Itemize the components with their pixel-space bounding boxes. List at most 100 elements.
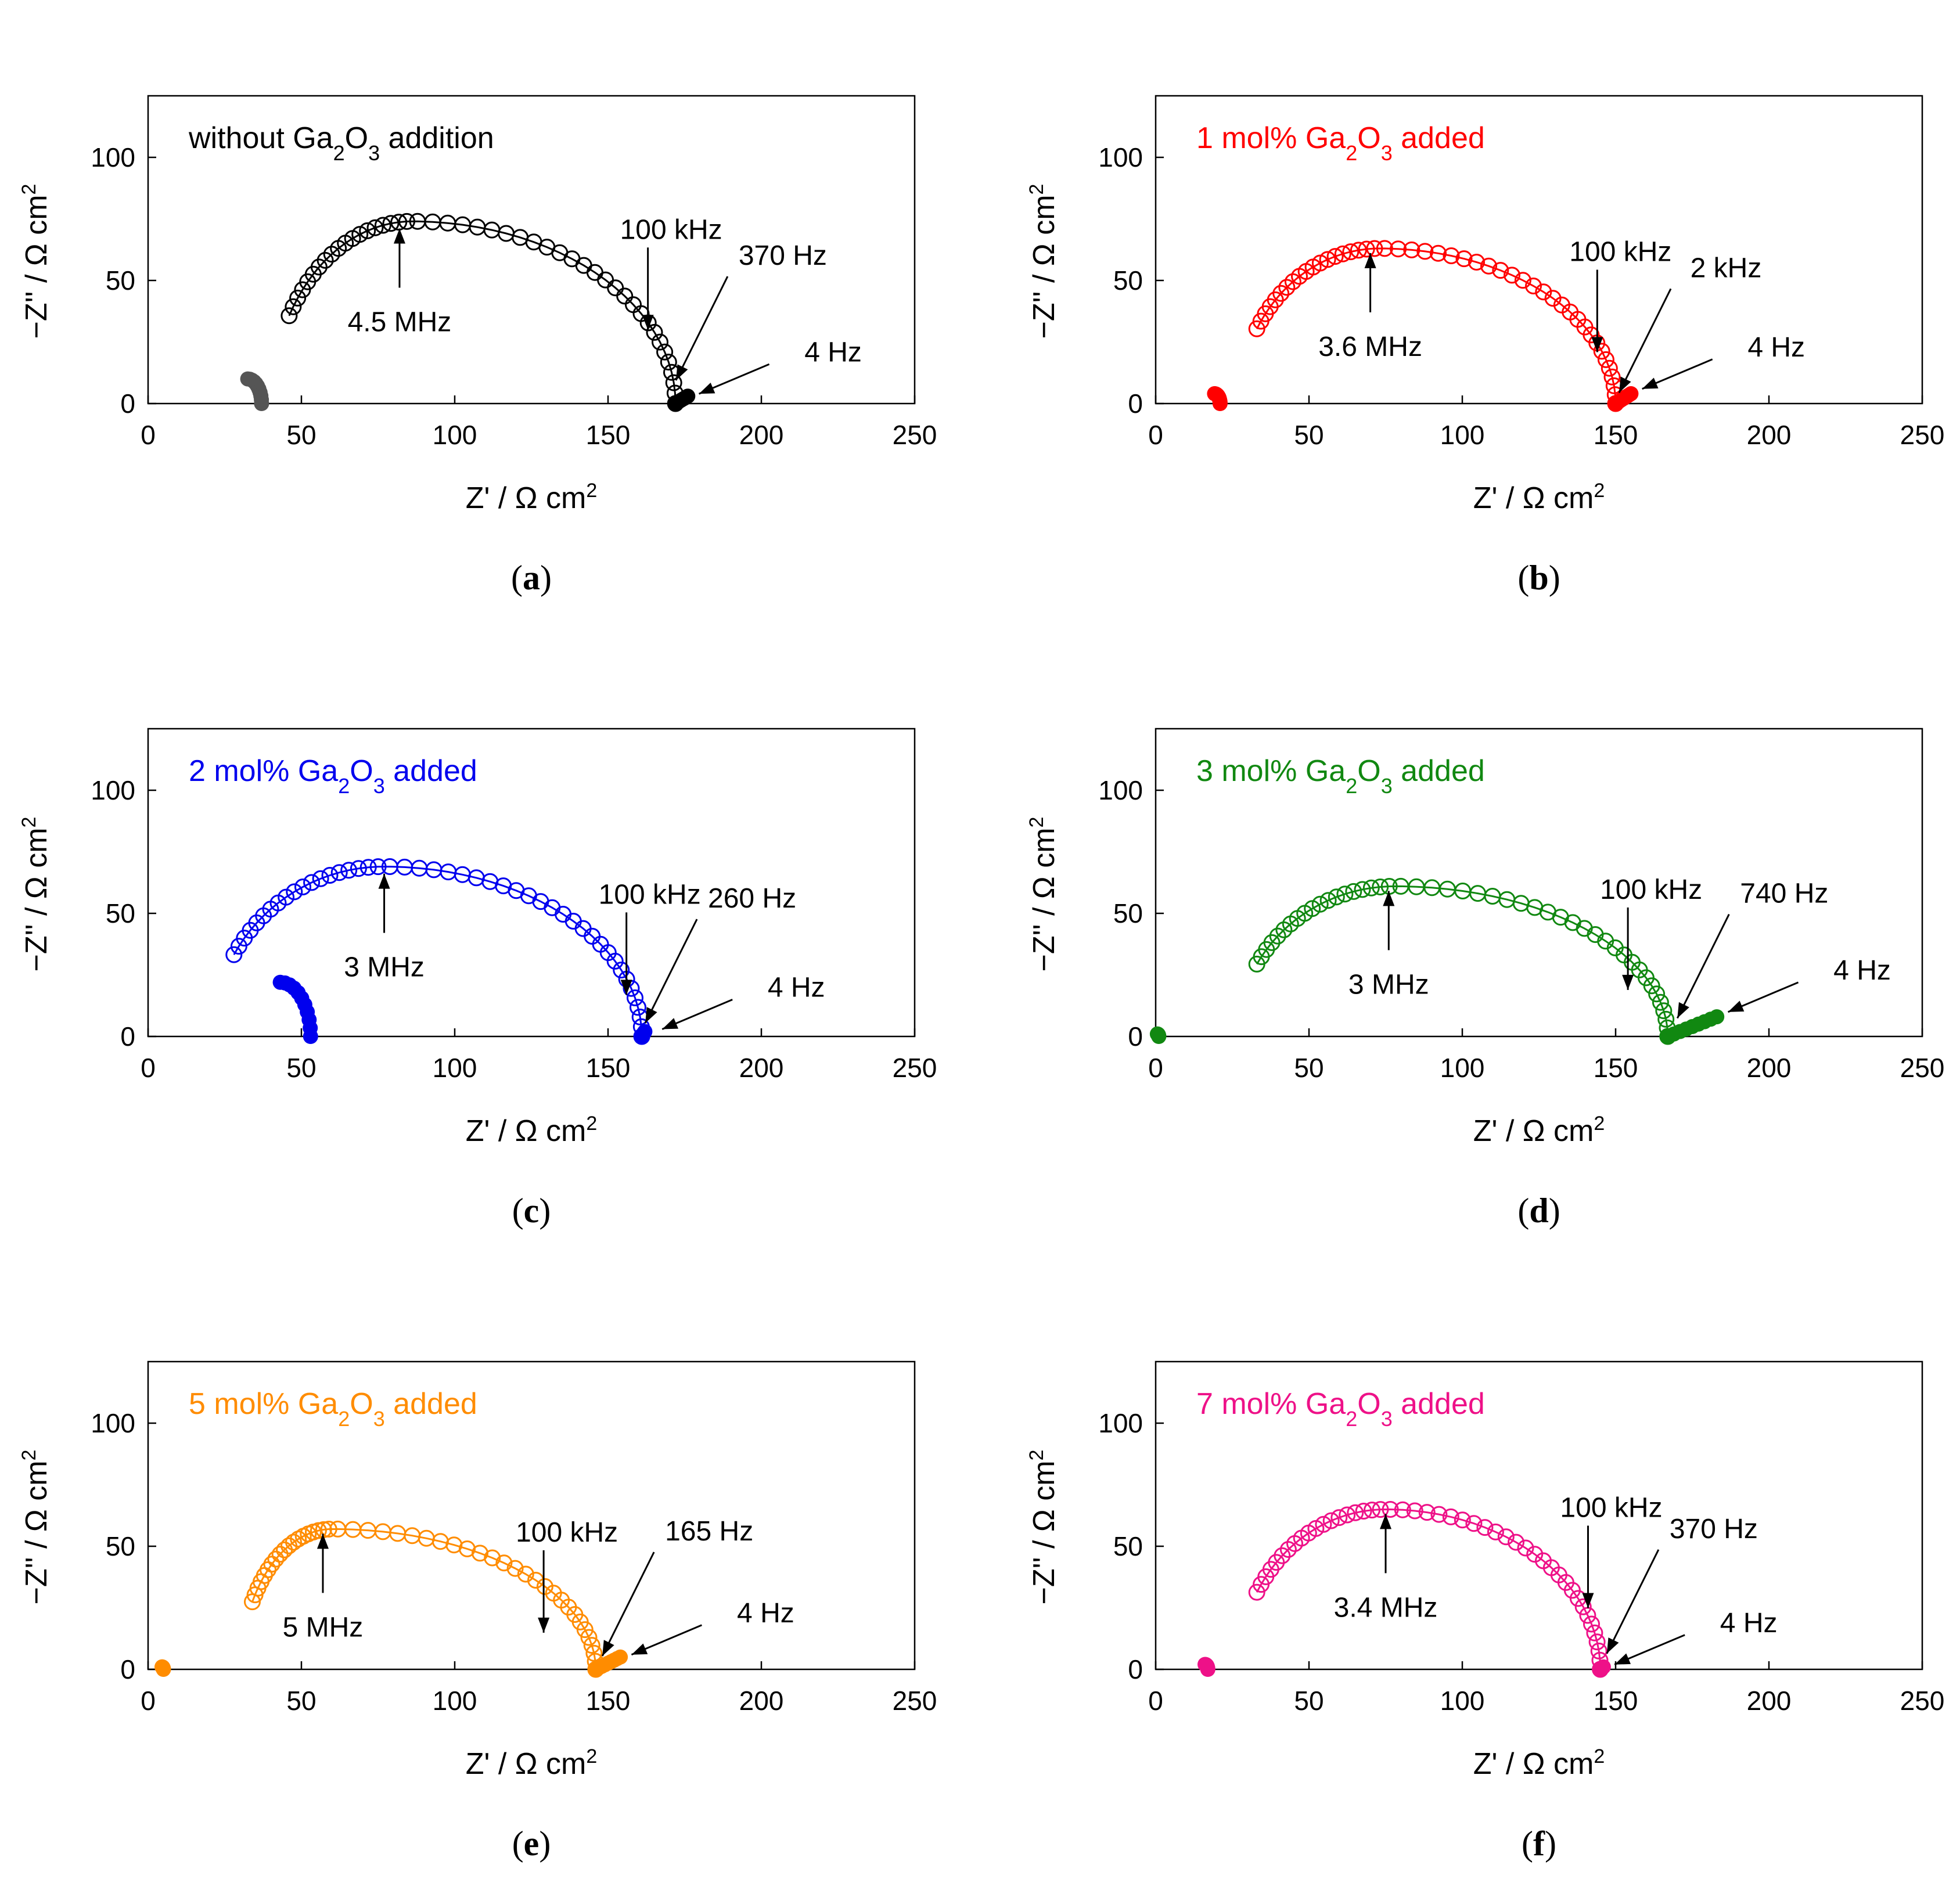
annotation-label: 4 Hz	[1720, 1608, 1778, 1639]
data-point	[1586, 1624, 1603, 1641]
annotation-label: 4 Hz	[1747, 332, 1805, 363]
data-point	[1248, 1583, 1265, 1601]
annotation-label: 3.4 MHz	[1334, 1592, 1438, 1623]
arrow-head	[1364, 253, 1376, 268]
data-point	[1319, 892, 1337, 909]
annotation-label: 100 kHz	[1569, 236, 1671, 267]
fit-line	[233, 865, 643, 1037]
y-tick-label: 50	[1113, 898, 1143, 928]
data-point	[321, 867, 339, 884]
data-point	[1336, 885, 1354, 903]
data-point	[1274, 1547, 1291, 1564]
annotation-label: 3 MHz	[1348, 969, 1429, 1000]
panel-letter: (b)	[1517, 559, 1560, 597]
arrow-head	[317, 1533, 329, 1549]
y-tick-label: 100	[1098, 1408, 1143, 1438]
annotation-arrow	[644, 919, 698, 1024]
data-point	[1593, 343, 1610, 360]
x-tick-label: 50	[1294, 1686, 1324, 1716]
y-tick-label: 100	[1098, 142, 1143, 172]
y-tick-label: 100	[91, 1408, 135, 1438]
arrow-head	[1582, 1593, 1594, 1608]
data-point	[294, 879, 311, 895]
hf-point	[1197, 1657, 1213, 1672]
y-axis-label: −Z'' / Ω cm2	[1026, 817, 1061, 972]
data-point	[1330, 1509, 1348, 1527]
x-tick-label: 50	[286, 1686, 316, 1716]
data-point	[627, 989, 643, 1006]
fit-line	[1256, 1508, 1602, 1670]
data-point	[1455, 250, 1473, 268]
x-tick-label: 100	[1440, 1053, 1485, 1083]
y-tick-label: 0	[120, 388, 135, 419]
data-point	[1648, 985, 1666, 1003]
annotation-label: 100 kHz	[620, 214, 722, 245]
arrow-head	[1622, 974, 1634, 990]
data-point	[1272, 285, 1290, 302]
data-point	[1406, 1502, 1423, 1520]
y-tick-label: 50	[1113, 265, 1143, 296]
data-point	[1454, 1511, 1471, 1529]
hf-point	[1207, 386, 1222, 401]
panel-b: 0 50 100 150 200 250 0 50 100 Z' / Ω cm2 −Z'' / Ω …	[1026, 95, 1944, 597]
data-point	[286, 883, 303, 901]
x-tick-label: 100	[1440, 420, 1485, 450]
y-tick-label: 50	[1113, 1531, 1143, 1561]
data-point	[580, 1629, 598, 1646]
panel-a: 0 50 100 150 200 250 0 50 100 Z' / Ω cm2 −Z'' / Ω …	[18, 95, 937, 597]
x-tick-label: 0	[141, 1686, 156, 1716]
x-tick-label: 250	[893, 1053, 937, 1083]
data-point	[1442, 1508, 1459, 1525]
data-point	[1322, 1512, 1340, 1529]
x-tick-label: 0	[1148, 1686, 1163, 1716]
arrow-head	[1591, 337, 1603, 352]
data-point	[606, 952, 624, 970]
x-tick-label: 200	[1747, 1686, 1792, 1716]
y-tick-label: 0	[1128, 1654, 1143, 1684]
data-point	[1347, 1504, 1364, 1521]
annotation-label: 740 Hz	[1740, 879, 1828, 909]
data-point	[271, 1546, 289, 1563]
x-tick-label: 250	[1900, 1686, 1945, 1716]
arrow-head	[699, 382, 715, 394]
arrow-head	[1614, 1653, 1631, 1665]
data-point	[1526, 1546, 1544, 1563]
panel-letter: (a)	[511, 559, 552, 597]
data-point	[1339, 1506, 1356, 1524]
x-tick-label: 150	[1594, 420, 1638, 450]
data-point	[1597, 351, 1614, 368]
y-axis-label: −Z'' / Ω cm2	[18, 184, 53, 339]
data-point	[1480, 257, 1497, 275]
panel-f: 0 50 100 150 200 250 0 50 100 Z' / Ω cm2 −Z'' / Ω …	[1026, 1360, 1945, 1863]
data-point	[1468, 254, 1485, 271]
data-point	[1652, 993, 1669, 1011]
data-point	[1319, 251, 1336, 268]
x-tick-label: 200	[1747, 420, 1792, 450]
arrow-head	[1677, 1002, 1689, 1018]
data-point	[317, 251, 334, 269]
x-tick-label: 150	[1594, 1686, 1638, 1716]
data-point	[359, 222, 376, 239]
data-point	[1334, 245, 1351, 262]
arrow-head	[675, 364, 688, 381]
data-point	[225, 946, 243, 963]
x-tick-label: 0	[1148, 1053, 1163, 1083]
data-point	[278, 888, 295, 906]
panel-letter: (d)	[1517, 1191, 1560, 1230]
tail-point	[613, 1649, 628, 1665]
data-point	[1601, 359, 1618, 377]
annotation-label: 4 Hz	[737, 1598, 794, 1629]
fit-line	[1256, 885, 1669, 1037]
panel-title: 5 mol% Ga2O3 added	[189, 1387, 477, 1431]
data-point	[607, 279, 624, 297]
data-point	[1362, 879, 1380, 897]
annotation-label: 370 Hz	[739, 240, 827, 271]
x-tick-label: 100	[1440, 1686, 1485, 1716]
data-point	[506, 1560, 524, 1577]
tail-point	[1595, 1659, 1611, 1675]
data-point	[1476, 1519, 1494, 1536]
panel-title: 1 mol% Ga2O3 added	[1196, 121, 1485, 165]
data-point	[660, 354, 677, 371]
data-point	[1382, 1501, 1399, 1518]
panel-title: without Ga2O3 addition	[188, 121, 494, 165]
